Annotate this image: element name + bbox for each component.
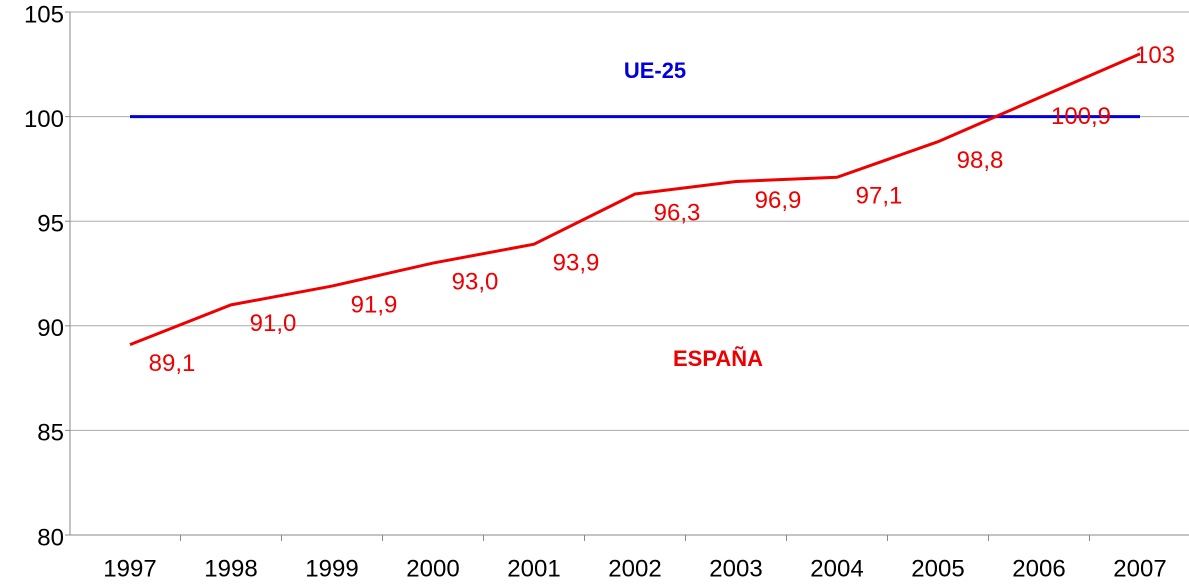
x-tick-label: 2005	[911, 555, 964, 582]
y-tick-label: 80	[37, 524, 64, 551]
y-tick-label: 105	[24, 1, 64, 28]
x-tick-label: 2004	[810, 555, 863, 582]
y-tick-label: 95	[37, 211, 64, 238]
y-tick-label: 100	[24, 106, 64, 133]
data-label: 89,1	[149, 350, 196, 377]
data-label: 98,8	[957, 147, 1004, 174]
x-tick-label: 1998	[204, 555, 257, 582]
series-line	[129, 52, 1141, 347]
x-tick-label: 2003	[709, 555, 762, 582]
data-label: 96,3	[654, 199, 701, 226]
data-label: 97,1	[856, 183, 903, 210]
series-label: ESPAÑA	[673, 346, 763, 371]
data-label: 93,9	[553, 250, 600, 277]
data-label: 96,9	[755, 187, 802, 214]
data-label: 91,9	[351, 291, 398, 318]
x-tick-label: 2001	[507, 555, 560, 582]
data-label: 93,0	[452, 268, 499, 295]
x-tick-label: 2007	[1113, 555, 1166, 582]
data-label: 91,0	[250, 310, 297, 337]
y-tick-label: 85	[37, 420, 64, 447]
x-tick-label: 1997	[103, 555, 156, 582]
x-tick-label: 2000	[406, 555, 459, 582]
x-tick-label: 2002	[608, 555, 661, 582]
x-tick-label: 1999	[305, 555, 358, 582]
x-tick-label: 2006	[1012, 555, 1065, 582]
data-label: 100,9	[1051, 103, 1111, 130]
data-label: 103	[1135, 42, 1175, 69]
y-tick-label: 90	[37, 315, 64, 342]
series-label: UE-25	[624, 58, 686, 83]
